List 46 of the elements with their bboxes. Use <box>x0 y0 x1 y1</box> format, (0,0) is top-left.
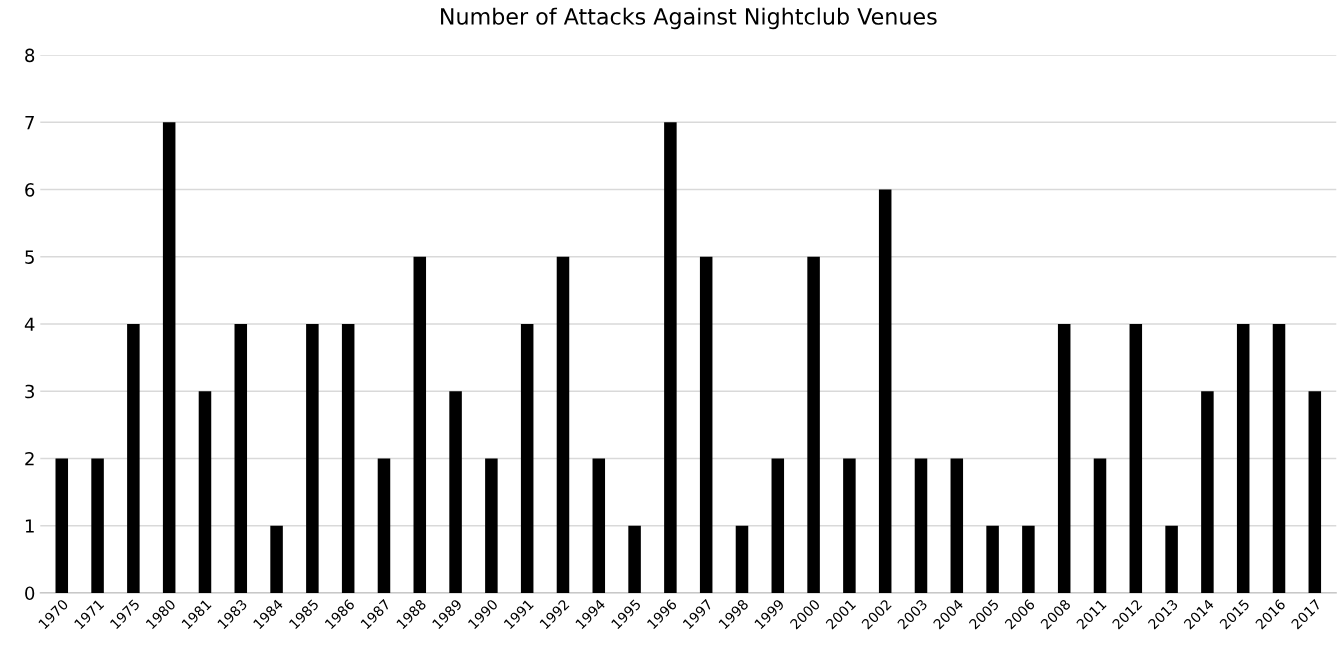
y-tick-label: 5 <box>25 250 34 264</box>
bar <box>878 189 892 593</box>
bar <box>91 458 104 593</box>
bar <box>449 391 462 593</box>
bar <box>520 324 534 593</box>
y-tick-label: 0 <box>25 586 35 601</box>
bar <box>270 525 283 593</box>
bar <box>950 458 964 593</box>
bar <box>341 324 355 593</box>
bar <box>735 525 749 593</box>
y-tick-label: 1 <box>25 519 34 533</box>
bar <box>234 324 248 593</box>
bar <box>162 122 176 593</box>
bar <box>1129 324 1143 593</box>
bar <box>485 458 498 593</box>
bar <box>1308 391 1322 593</box>
bar <box>807 256 820 593</box>
y-tick-label: 2 <box>25 451 34 466</box>
bar <box>699 256 713 593</box>
bar <box>592 458 606 593</box>
bar <box>1022 525 1035 593</box>
y-tick-label: 7 <box>25 116 34 130</box>
bar <box>55 458 69 593</box>
bar <box>1165 525 1178 593</box>
bar <box>771 458 785 593</box>
bar <box>628 525 641 593</box>
bar <box>1057 324 1071 593</box>
bar <box>1272 324 1286 593</box>
bar <box>1201 391 1214 593</box>
bar <box>1236 324 1250 593</box>
bar <box>664 122 677 593</box>
bar <box>413 256 427 593</box>
bar <box>843 458 856 593</box>
y-tick-label: 8 <box>25 48 35 63</box>
bar <box>986 525 999 593</box>
bar <box>1093 458 1107 593</box>
y-tick-label: 6 <box>25 183 35 197</box>
bar <box>556 256 570 593</box>
bar <box>306 324 319 593</box>
y-tick-label: 3 <box>25 384 34 399</box>
bar <box>914 458 928 593</box>
bar <box>377 458 391 593</box>
y-tick-label: 4 <box>24 317 35 331</box>
chart-title: Number of Attacks Against Nightclub Venues <box>441 7 937 30</box>
bar <box>198 391 212 593</box>
bar <box>127 324 140 593</box>
